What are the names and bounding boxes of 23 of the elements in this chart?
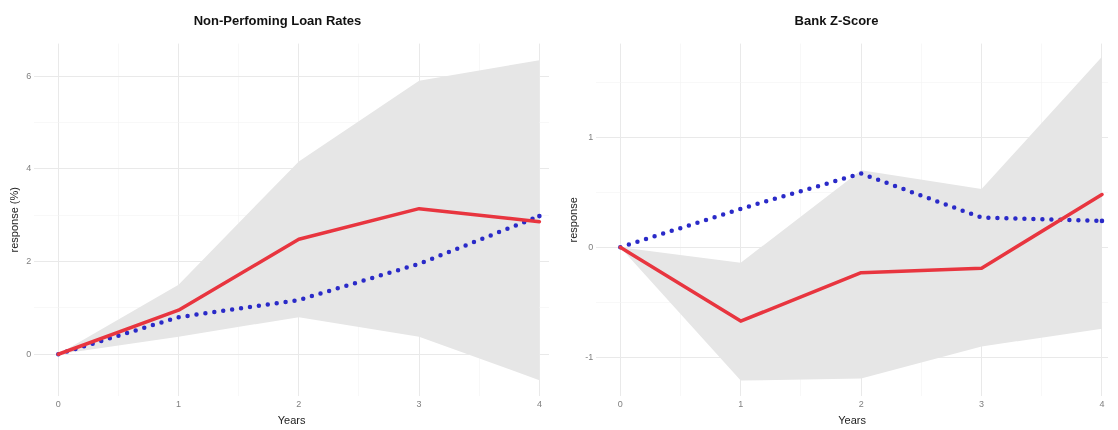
x-tick-label: 0	[55, 398, 61, 409]
chart-title: Bank Z-Score	[794, 13, 879, 29]
x-tick-label: 3	[416, 398, 422, 409]
x-tick-label: 4	[536, 398, 542, 409]
y-tick-label: 0	[588, 241, 594, 252]
x-tick-label: 1	[738, 398, 744, 409]
x-tick-label: 1	[176, 398, 182, 409]
x-tick-label: 2	[858, 398, 864, 409]
x-tick-label: 2	[296, 398, 302, 409]
y-tick-label: 0	[26, 348, 32, 359]
y-tick-label: 2	[26, 256, 32, 267]
y-tick-label: 4	[26, 163, 32, 174]
y-axis-title: response (%)	[7, 187, 20, 253]
x-tick-label: 0	[617, 398, 623, 409]
x-tick-label: 4	[1099, 398, 1105, 409]
x-axis-title: Years	[838, 414, 867, 427]
y-tick-label: 6	[26, 70, 32, 81]
x-tick-label: 3	[979, 398, 985, 409]
y-tick-label: -1	[585, 351, 594, 362]
y-axis-title: response	[566, 197, 579, 243]
y-tick-label: 1	[588, 131, 594, 142]
chart-title: Non-Perfoming Loan Rates	[193, 13, 362, 29]
x-axis-title: Years	[277, 414, 306, 427]
